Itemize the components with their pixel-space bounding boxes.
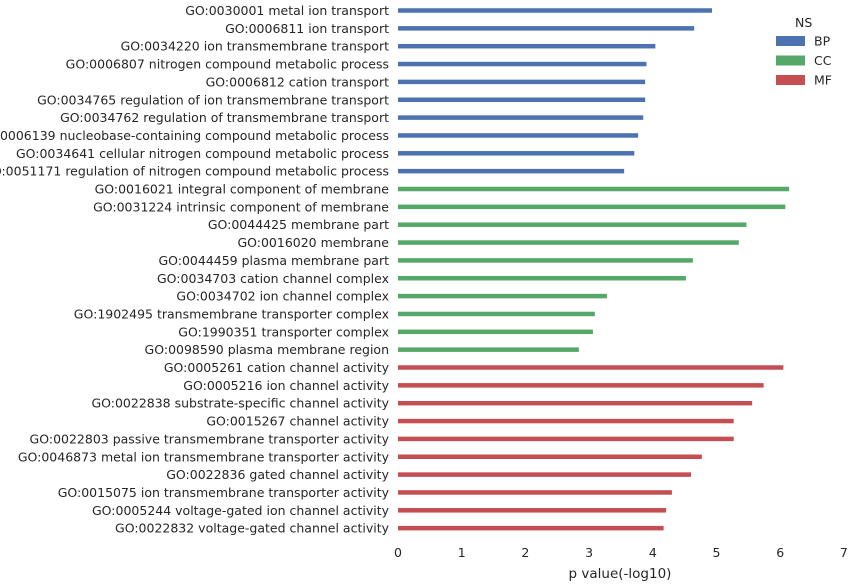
- bar-mf: [398, 383, 764, 388]
- x-tick-label: 2: [521, 545, 529, 560]
- legend-label-mf: MF: [814, 73, 832, 88]
- category-label: GO:1902495 transmembrane transporter com…: [74, 306, 389, 321]
- bar-cc: [398, 329, 593, 335]
- legend-label-bp: BP: [814, 34, 831, 49]
- bar-bp: [398, 151, 635, 156]
- category-labels: GO:0030001 metal ion transport GO:0006811…: [0, 3, 390, 536]
- category-label: GO:1990351 transporter complex: [178, 324, 389, 339]
- bar-cc: [398, 347, 579, 352]
- category-label: GO:0034765 regulation of ion transmembra…: [37, 92, 389, 107]
- bar-bp: [398, 8, 713, 13]
- bar-cc: [398, 240, 739, 245]
- x-tick-label: 6: [776, 545, 784, 560]
- category-label: GO:0022836 gated channel activity: [166, 467, 389, 482]
- category-label: GO:0051171 regulation of nitrogen compou…: [0, 164, 389, 179]
- bar-mf: [398, 365, 784, 370]
- category-label: GO:0005216 ion channel activity: [183, 378, 389, 393]
- bar-mf: [398, 490, 672, 495]
- bar-cc: [398, 222, 747, 227]
- category-label: GO:0005244 voltage-gated ion channel act…: [92, 503, 390, 518]
- bar-bp: [398, 168, 625, 174]
- category-label: GO:0015075 ion transmembrane transporter…: [58, 485, 390, 500]
- x-tick-label: 5: [713, 545, 721, 560]
- bar-cc: [398, 186, 790, 192]
- bar-bp: [398, 26, 695, 31]
- legend-label-cc: CC: [814, 53, 832, 68]
- category-label: GO:0044425 membrane part: [208, 217, 389, 232]
- bar-mf: [398, 525, 664, 531]
- category-label: GO:0006812 cation transport: [206, 74, 389, 89]
- legend: NS BP CC MF: [776, 15, 832, 88]
- category-label: GO:0022838 substrate-specific channel ac…: [91, 396, 389, 411]
- category-label: GO:0006139 nucleobase-containing compoun…: [0, 128, 389, 143]
- bar-cc: [398, 293, 607, 299]
- bar-bp: [398, 43, 656, 49]
- x-tick-label: 7: [840, 545, 848, 560]
- legend-swatch-bp: [776, 36, 805, 46]
- legend-swatch-cc: [776, 55, 805, 66]
- category-label: GO:0031224 intrinsic component of membra…: [93, 199, 389, 214]
- category-label: GO:0034703 cation channel complex: [157, 271, 389, 286]
- x-tick-label: 1: [458, 545, 466, 560]
- bars-layer: [398, 8, 790, 531]
- legend-items: BP CC MF: [776, 34, 832, 88]
- bar-bp: [398, 133, 639, 138]
- category-label: GO:0034220 ion transmembrane transport: [121, 39, 390, 54]
- category-label: GO:0016020 membrane: [237, 235, 389, 250]
- legend-swatch-mf: [776, 75, 805, 85]
- category-label: GO:0034702 ion channel complex: [176, 289, 389, 304]
- bar-cc: [398, 258, 693, 263]
- category-label: GO:0034762 regulation of transmembrane t…: [60, 110, 389, 125]
- category-label: GO:0022803 passive transmembrane transpo…: [30, 431, 390, 446]
- category-label: GO:0006807 nitrogen compound metabolic p…: [66, 57, 389, 72]
- bar-cc: [398, 311, 595, 317]
- category-label: GO:0046873 metal ion transmembrane trans…: [18, 449, 390, 464]
- category-label: GO:0022832 voltage-gated channel activit…: [115, 521, 390, 536]
- category-label: GO:0016021 integral component of membran…: [95, 182, 390, 197]
- category-label: GO:0015267 channel activity: [206, 414, 389, 429]
- bar-bp: [398, 61, 647, 67]
- bar-mf: [398, 436, 734, 442]
- x-tick-label: 4: [649, 545, 657, 560]
- x-tick-label: 3: [585, 545, 593, 560]
- bar-bp: [398, 115, 644, 120]
- legend-title: NS: [795, 15, 812, 30]
- x-tick-label: 0: [394, 545, 402, 560]
- category-label: GO:0034641 cellular nitrogen compound me…: [16, 146, 389, 161]
- bar-mf: [398, 508, 667, 513]
- bar-mf: [398, 472, 692, 477]
- bar-cc: [398, 276, 686, 281]
- category-label: GO:0006811 ion transport: [225, 21, 389, 36]
- bar-bp: [398, 97, 646, 102]
- category-label: GO:0098590 plasma membrane region: [145, 342, 389, 357]
- bar-bp: [398, 79, 646, 85]
- category-label: GO:0030001 metal ion transport: [185, 3, 389, 18]
- bar-cc: [398, 204, 786, 210]
- x-axis: 0 1 2 3 4 5 6 7: [394, 545, 848, 560]
- bar-mf: [398, 454, 702, 459]
- category-label: GO:0005261 cation channel activity: [164, 360, 390, 375]
- bar-mf: [398, 400, 753, 406]
- category-label: GO:0044459 plasma membrane part: [158, 253, 389, 268]
- x-axis-title: p value(-log10): [569, 566, 672, 582]
- bar-mf: [398, 418, 734, 424]
